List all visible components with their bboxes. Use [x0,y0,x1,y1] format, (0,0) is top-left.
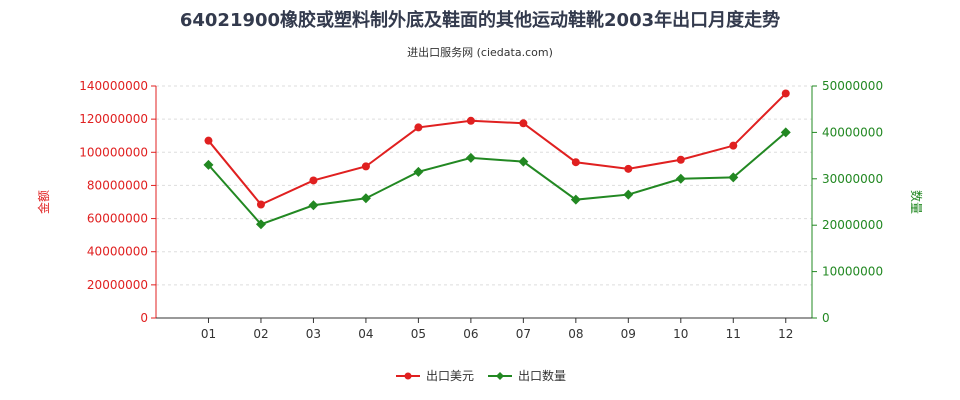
left-tick-label: 60000000 [87,212,148,226]
series-1-point [309,176,318,185]
left-axis-ticks: 0 20000000 40000000 60000000 80000000 1000000… [79,79,156,325]
left-tick-label: 120000000 [79,112,148,126]
left-tick-label: 100000000 [79,145,148,159]
series-1-point [519,119,528,128]
left-tick-label: 80000000 [87,178,148,192]
series-line-1 [207,92,787,206]
legend-item-1[interactable]: 出口美元 [396,369,474,383]
series-2-point [675,173,686,184]
series-1-point [466,116,475,125]
left-axis-label: 金额 [36,190,51,214]
right-tick-label: 50000000 [822,79,883,93]
legend-label: 出口美元 [426,369,474,383]
left-tick-label: 0 [140,311,148,325]
right-axis-ticks: 0 10000000 20000000 30000000 40000000 5000000… [812,79,883,325]
series-2-point [465,152,476,163]
series-2-point [255,219,266,230]
series-2-point [518,156,529,167]
axes [155,86,813,319]
series-1-point [781,89,790,98]
legend: 出口美元 出口数量 [396,368,566,383]
right-axis-label: 数量 [909,190,924,214]
legend-marker [404,372,412,380]
series-2-point [413,166,424,177]
right-tick-label: 10000000 [822,265,883,279]
x-tick-label: 05 [411,327,426,341]
chart-subtitle: 进出口服务网 (ciedata.com) [407,45,553,59]
series-1-point [571,158,580,167]
series-line-2 [207,131,787,226]
series-1-point [256,200,265,209]
series-2-point [203,159,214,170]
x-tick-label: 07 [516,327,531,341]
right-tick-label: 40000000 [822,125,883,139]
x-tick-label: 12 [778,327,793,341]
series-2-point [728,172,739,183]
left-tick-label: 20000000 [87,278,148,292]
x-tick-label: 04 [358,327,373,341]
x-tick-label: 08 [568,327,583,341]
x-axis-ticks: 01 02 03 04 05 06 07 08 09 10 11 12 [201,318,793,341]
right-tick-label: 30000000 [822,172,883,186]
legend-item-2[interactable]: 出口数量 [488,368,566,383]
series-layer [203,89,791,230]
legend-label: 出口数量 [518,368,566,383]
grid [156,85,812,286]
series-1-point [676,155,685,164]
series-2-point [570,194,581,205]
x-tick-label: 03 [306,327,321,341]
series-1-point [729,141,738,150]
right-tick-label: 0 [822,311,830,325]
left-tick-label: 140000000 [79,79,148,93]
x-tick-label: 10 [673,327,688,341]
x-tick-label: 02 [253,327,268,341]
series-2-point [308,200,319,211]
legend-marker [496,372,504,380]
chart-title: 64021900橡胶或塑料制外底及鞋面的其他运动鞋靴2003年出口月度走势 [180,9,780,31]
series-2-point [623,189,634,200]
series-1-point [414,123,423,132]
left-tick-label: 40000000 [87,245,148,259]
series-1-point [361,162,370,171]
x-tick-label: 01 [201,327,216,341]
series-2-point [780,127,791,138]
right-tick-label: 20000000 [822,218,883,232]
series-1-point [204,136,213,145]
x-tick-label: 09 [621,327,636,341]
x-tick-label: 06 [463,327,478,341]
x-tick-label: 11 [726,327,741,341]
series-2-point [360,193,371,204]
series-1-point [624,164,633,173]
